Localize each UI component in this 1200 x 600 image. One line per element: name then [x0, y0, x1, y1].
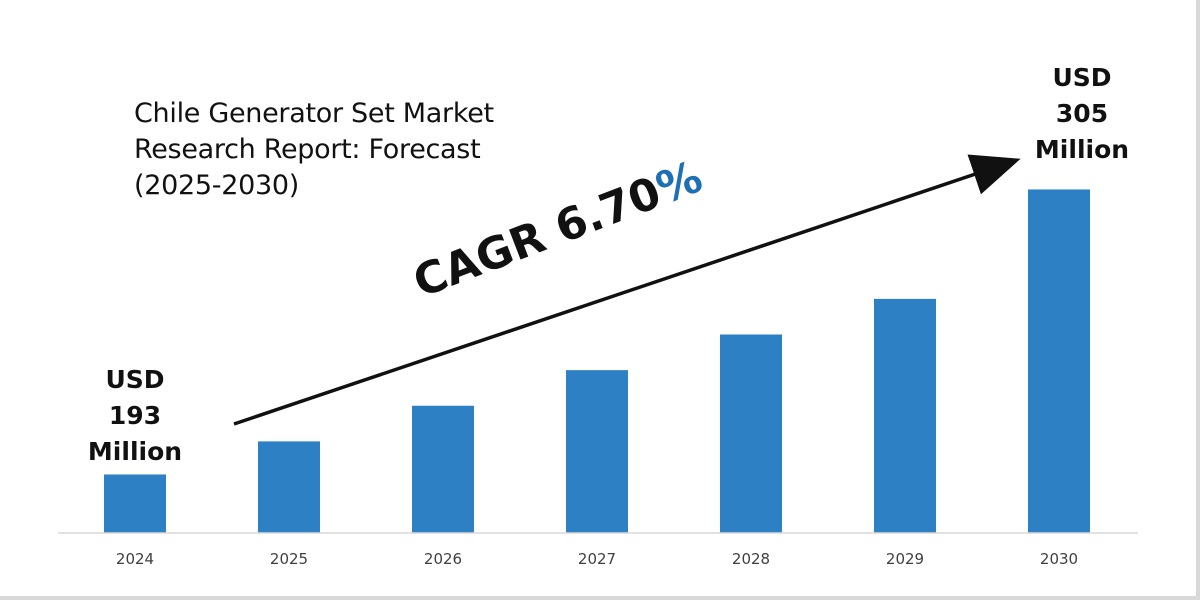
frame-edge-bottom: [0, 596, 1200, 600]
start-value-callout: USD 193 Million: [80, 362, 190, 470]
start-currency: USD: [105, 365, 165, 394]
start-amount: 193: [108, 401, 162, 430]
bar-2029: [874, 298, 936, 533]
bar-2028: [720, 334, 782, 533]
bar-2030: [1028, 189, 1090, 533]
bar-2024: [104, 474, 166, 533]
frame-edge-right: [1196, 0, 1200, 600]
chart-title: Chile Generator Set Market Research Repo…: [134, 96, 554, 204]
end-unit: Million: [1034, 135, 1130, 164]
title-line-3: (2025-2030): [134, 170, 299, 201]
bar-2027: [566, 370, 628, 533]
trend-arrow: [233, 154, 1021, 426]
end-value-callout: USD 305 Million: [1022, 60, 1142, 168]
bar-2026: [412, 405, 474, 533]
x-tick-label-2029: 2029: [886, 550, 924, 568]
start-unit: Million: [87, 437, 183, 466]
title-line-1: Chile Generator Set Market: [134, 98, 494, 129]
x-tick-label-2026: 2026: [424, 550, 462, 568]
x-tick-label-2024: 2024: [116, 550, 154, 568]
x-tick-label-2028: 2028: [732, 550, 770, 568]
x-tick-label-2030: 2030: [1040, 550, 1078, 568]
x-tick-label-2027: 2027: [578, 550, 616, 568]
end-amount: 305: [1055, 99, 1109, 128]
bar-2025: [258, 441, 320, 533]
end-currency: USD: [1052, 63, 1112, 92]
x-tick-label-2025: 2025: [270, 550, 308, 568]
title-line-2: Research Report: Forecast: [134, 134, 481, 165]
